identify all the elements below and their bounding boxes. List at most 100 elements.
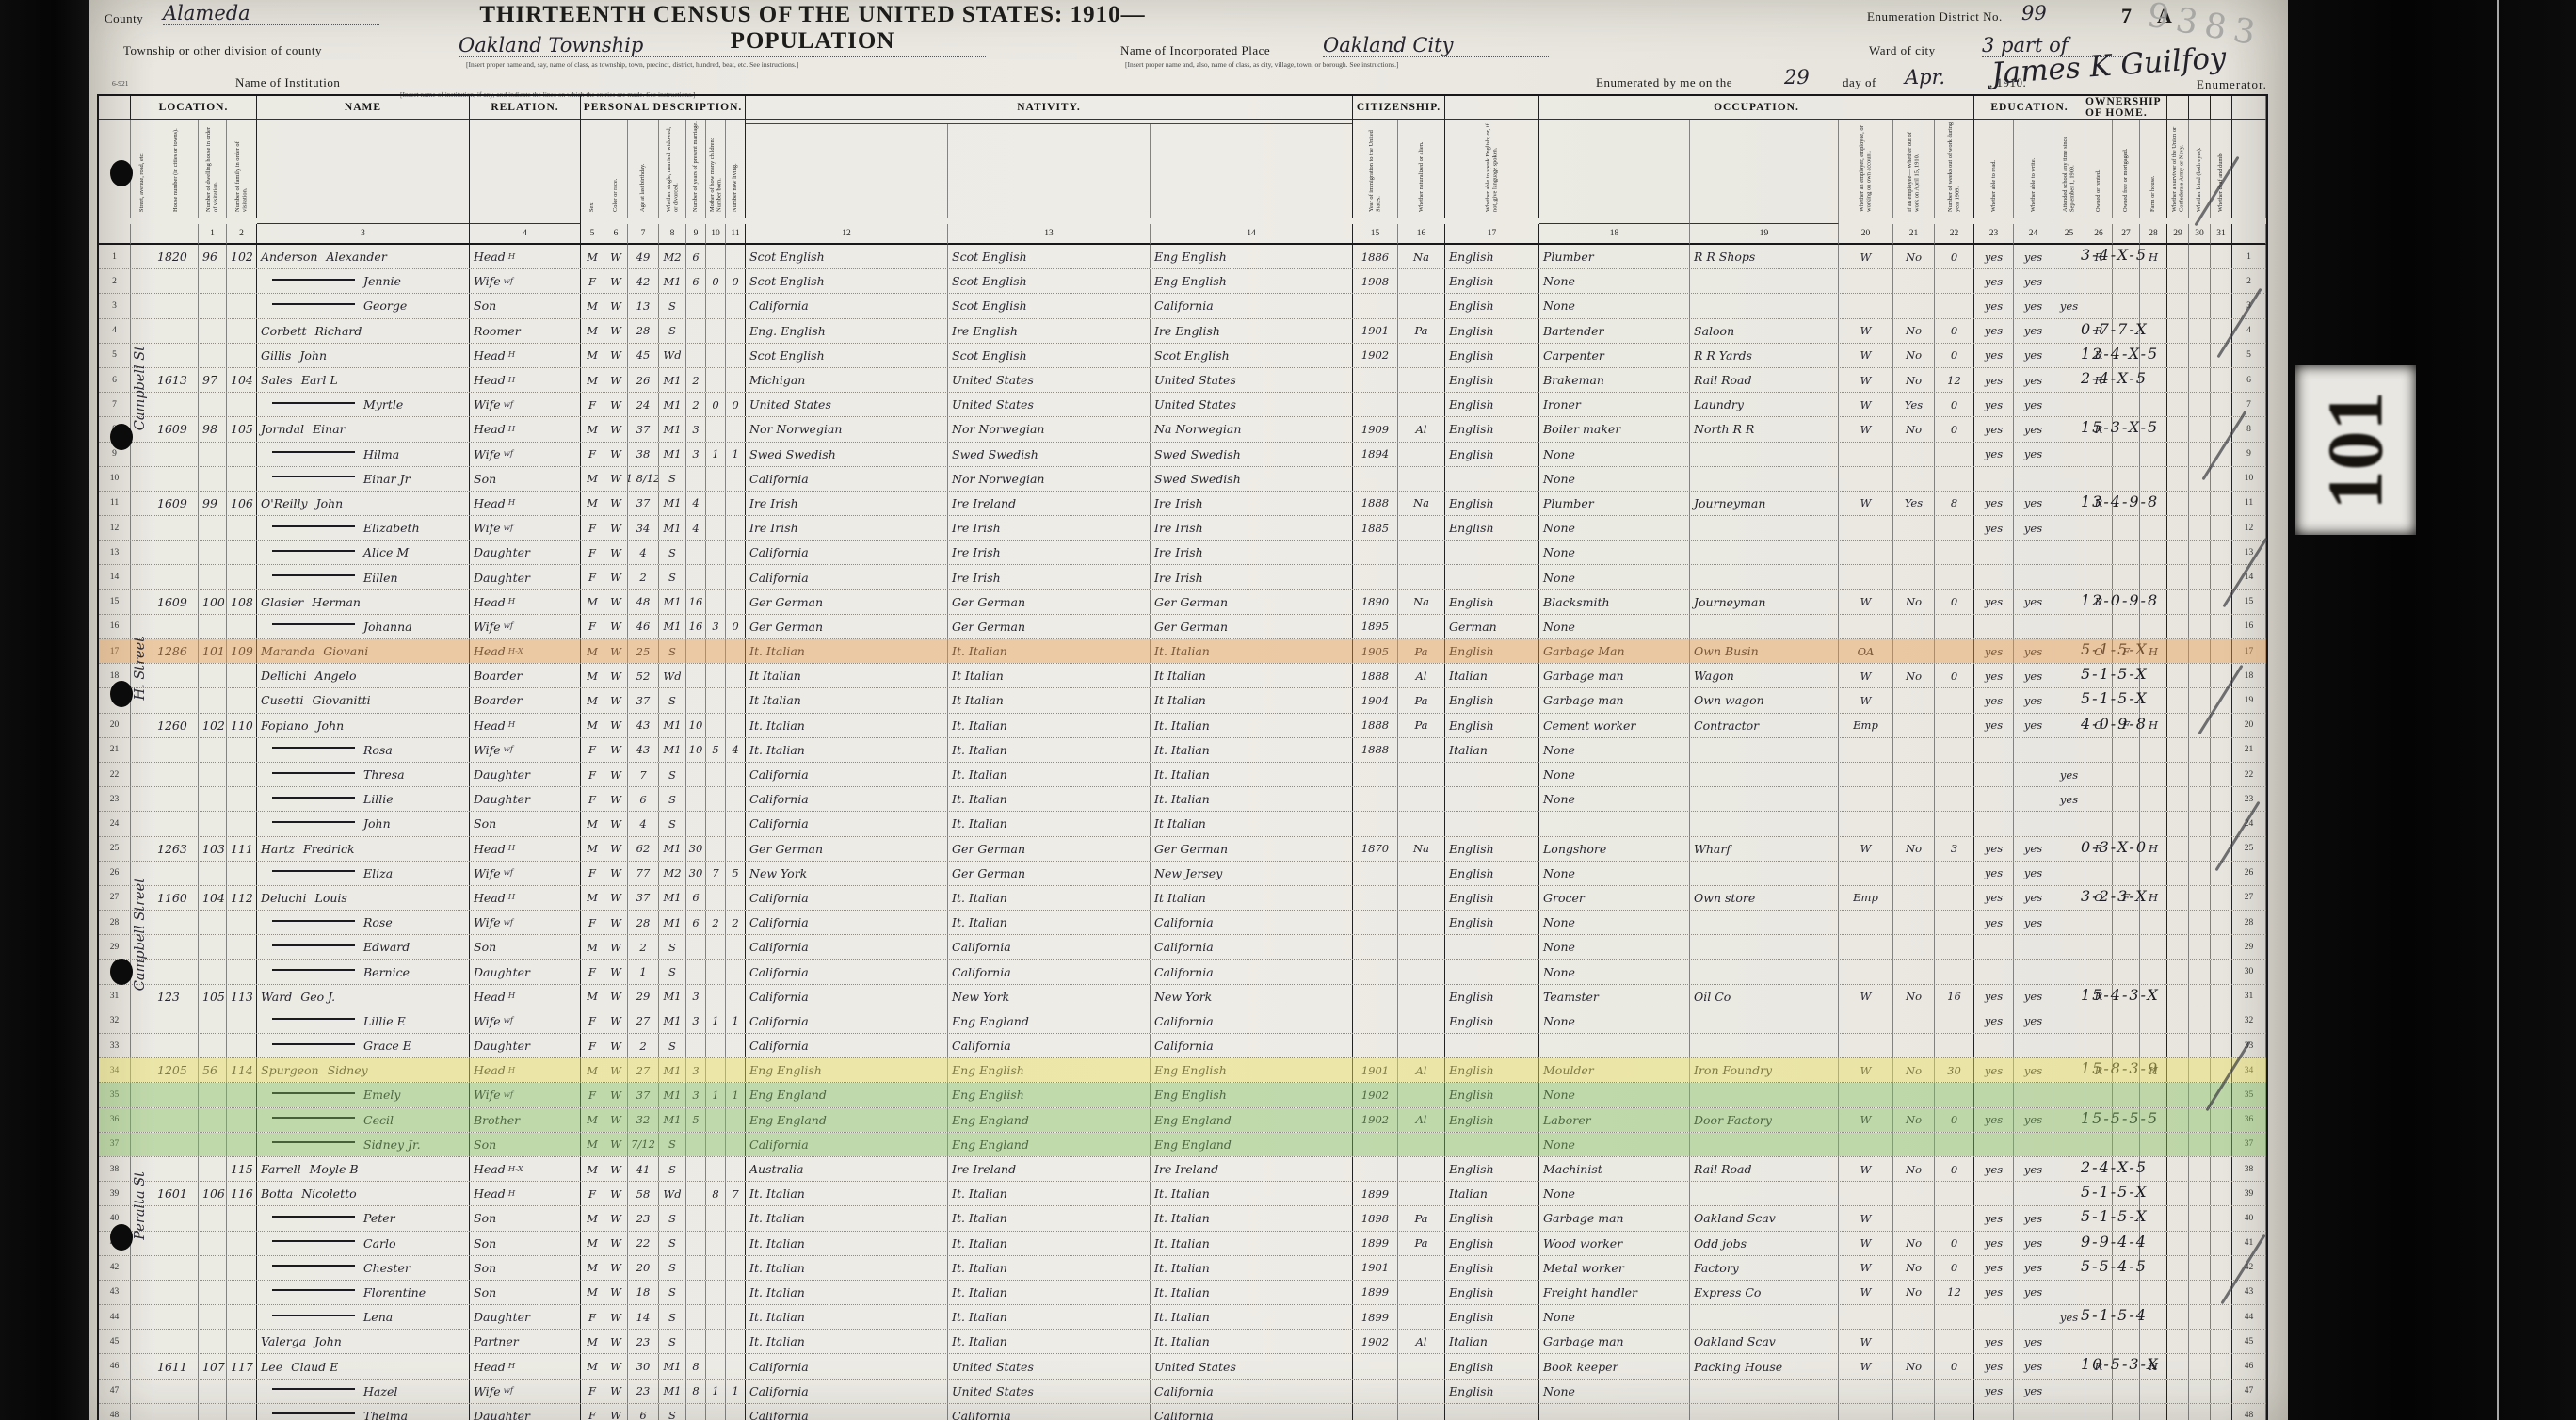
- cell-pb: California: [746, 911, 948, 935]
- cell-fn: [227, 1280, 257, 1305]
- table-row: 11 1609 99 106 O'Reilly John Head H M W 37 M1 4 Ire I…: [99, 491, 2266, 517]
- cell-own: [2085, 1305, 2113, 1330]
- cell-pf: California: [948, 935, 1151, 960]
- cell-imm: [1353, 1403, 1398, 1420]
- cell-sch: [2053, 812, 2085, 836]
- cell-pm: Ire Irish: [1151, 541, 1353, 565]
- cell-age: 14: [628, 1305, 659, 1330]
- cell-hn: [153, 466, 199, 491]
- cell-nat: [1398, 1280, 1445, 1305]
- cell-wr: yes: [2014, 245, 2053, 269]
- street-name: H. Street: [133, 637, 148, 701]
- cell-own: [2085, 1132, 2113, 1156]
- ditto-line: [272, 1117, 355, 1120]
- cell-col: W: [604, 1107, 628, 1132]
- cell-mar: S: [659, 1403, 686, 1420]
- cell-imm: 1888: [1353, 737, 1398, 762]
- cell-lang: [1445, 960, 1539, 984]
- cell-age: 4: [628, 541, 659, 565]
- cell-cl: [726, 762, 746, 787]
- cell-yrs: [686, 1034, 706, 1058]
- cell-pm: It Italian: [1151, 664, 1353, 688]
- cell-oow: [1893, 541, 1935, 565]
- cell-age: 42: [628, 269, 659, 294]
- census-table: LOCATION. NAME RELATION. PERSONAL DESCRIPTI…: [97, 94, 2268, 1420]
- cell-yrs: [686, 318, 706, 343]
- cell-wr: yes: [2014, 491, 2053, 516]
- cell-pf: It. Italian: [948, 787, 1151, 812]
- cell-occ: Plumber: [1539, 245, 1690, 269]
- cell-vet: [2167, 1206, 2189, 1231]
- cell-age: 27: [628, 1058, 659, 1083]
- cell-cl: [726, 1034, 746, 1058]
- cell-cls: [1839, 737, 1893, 762]
- cell-vet: [2167, 1156, 2189, 1182]
- cell-col: W: [604, 1231, 628, 1255]
- cell-dn: [199, 1132, 227, 1156]
- cell-pf: Eng England: [948, 1132, 1151, 1156]
- cell-mar: Wd: [659, 343, 686, 367]
- ditto-line: [272, 820, 355, 823]
- cell-col: W: [604, 984, 628, 1009]
- cell-imm: 1901: [1353, 1058, 1398, 1083]
- cell-oow: [1893, 1330, 1935, 1354]
- cell-col: W: [604, 1132, 628, 1156]
- cell-own: [2085, 1083, 2113, 1107]
- row-number-left: 23: [99, 787, 131, 812]
- column-number: 1: [199, 224, 227, 245]
- cell-mar: M1: [659, 491, 686, 516]
- cell-yrs: [686, 664, 706, 688]
- table-row: 48 Thelma Daughter F W 6 S California California…: [99, 1403, 2266, 1420]
- cell-pb: It. Italian: [746, 1280, 948, 1305]
- cell-wr: [2014, 737, 2053, 762]
- cell-rd: [1974, 737, 2014, 762]
- relation-cell: Wife wf: [470, 516, 581, 541]
- cell-cl: [726, 466, 746, 491]
- cell-fh: [2140, 664, 2167, 688]
- cell-fn: [227, 318, 257, 343]
- cell-sex: M: [581, 343, 604, 367]
- table-row: 9 Hilma Wife wf F W 38 M1 3 1 1 Swed Swedish Swed Sw…: [99, 442, 2266, 467]
- cell-pb: Ire Irish: [746, 491, 948, 516]
- cell-pb: Scot English: [746, 269, 948, 294]
- name-cell: Eillen: [257, 565, 470, 589]
- cell-fr: [2113, 1132, 2140, 1156]
- cell-imm: 1894: [1353, 442, 1398, 466]
- cell-occ: None: [1539, 541, 1690, 565]
- cell-imm: 1908: [1353, 269, 1398, 294]
- cell-hn: [153, 1330, 199, 1354]
- cell-cb: [706, 1280, 726, 1305]
- name-cell: Hazel: [257, 1379, 470, 1403]
- cell-vet: [2167, 1255, 2189, 1280]
- cell-df: [2211, 393, 2232, 417]
- cell-imm: 1888: [1353, 664, 1398, 688]
- cell-bl: [2189, 1206, 2211, 1231]
- cell-cl: [726, 1330, 746, 1354]
- name-cell: Gillis John: [257, 343, 470, 367]
- cell-sch: [2053, 911, 2085, 935]
- cell-wks: 0: [1935, 318, 1974, 343]
- cell-occ: None: [1539, 911, 1690, 935]
- cell-oow: [1893, 935, 1935, 960]
- township-label: Township or other division of county: [123, 43, 322, 57]
- cell-col: W: [604, 1280, 628, 1305]
- relation-cell: Brother: [470, 1107, 581, 1132]
- name-cell: Glasier Herman: [257, 589, 470, 614]
- row-number-left: 42: [99, 1255, 131, 1280]
- cell-nat: Na: [1398, 491, 1445, 516]
- column-number: [153, 224, 199, 245]
- cell-ind: [1690, 466, 1839, 491]
- cell-bl: [2189, 812, 2211, 836]
- cell-bl: [2189, 960, 2211, 984]
- cell-imm: [1353, 1156, 1398, 1182]
- row-number-left: 31: [99, 984, 131, 1009]
- cell-fn: 109: [227, 639, 257, 664]
- cell-lang: [1445, 762, 1539, 787]
- column-header-nat: Whether naturalized or alien.: [1398, 120, 1445, 218]
- cell-hn: [153, 1009, 199, 1033]
- cell-wr: yes: [2014, 417, 2053, 442]
- table-row: 33 Grace E Daughter F W 2 S California Californi…: [99, 1034, 2266, 1059]
- cell-age: 2: [628, 935, 659, 960]
- cell-bl: [2189, 1330, 2211, 1354]
- cell-rd: [1974, 1083, 2014, 1107]
